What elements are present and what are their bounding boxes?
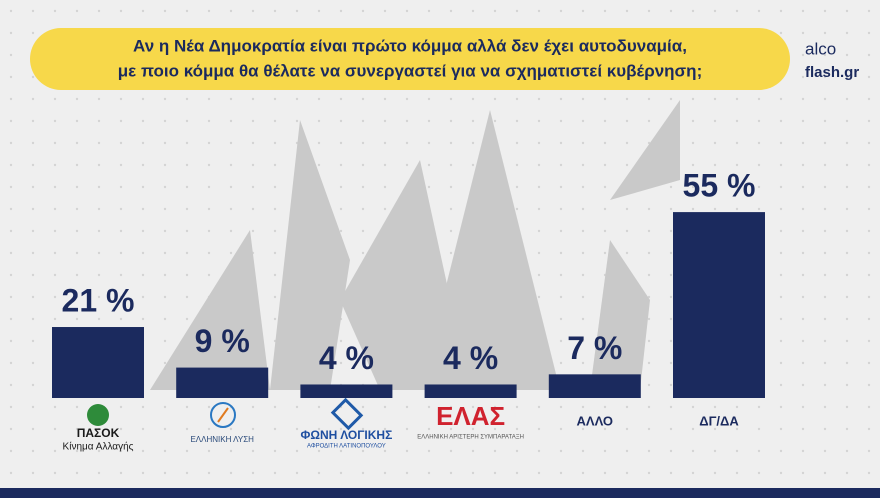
category-label: ΦΩΝΗ ΛΟΓΙΚΗΣ: [301, 428, 393, 442]
party-logos: [87, 397, 364, 431]
category-note: ΕΛΛΗΝΙΚΗ ΑΡΙΣΤΕΡΗ ΣΥΜΠΑΡΑΤΑΞΗ: [417, 435, 524, 441]
category-note: ΑΦΡΟΔΙΤΗ ΛΑΤΙΝΟΠΟΥΛΟΥ: [307, 444, 386, 450]
source-logo: flash.gr: [805, 64, 859, 81]
source-logo: alco: [805, 39, 836, 58]
chart-title: με ποιο κόμμα θα θέλατε να συνεργαστεί γ…: [118, 61, 702, 80]
logo-icon: [217, 407, 229, 423]
bar: [424, 384, 517, 398]
value-label: 7 %: [567, 330, 622, 366]
watermark: [150, 100, 680, 390]
value-label: 4 %: [443, 340, 498, 376]
category-label: ΔΓ/ΔΑ: [699, 413, 739, 428]
category-label: ΠΑΣΟΚ: [77, 426, 120, 440]
category-label: ΑΛΛΟ: [577, 413, 614, 428]
bar: [548, 374, 641, 398]
logo-icon: [87, 404, 109, 426]
bar: [52, 327, 144, 398]
value-label: 9 %: [195, 323, 250, 359]
bar: [673, 212, 765, 398]
value-label: 4 %: [319, 340, 374, 376]
chart-title: Αν η Νέα Δημοκρατία είναι πρώτο κόμμα αλ…: [133, 36, 687, 55]
category-note: Κίνημα Αλλαγής: [63, 441, 134, 453]
value-label: 55 %: [683, 168, 756, 204]
bar: [176, 367, 269, 398]
title-banner: [30, 28, 790, 90]
bar: [300, 384, 393, 398]
logo-icon: [210, 402, 236, 428]
footer-strip: [0, 488, 880, 498]
value-label: 21 %: [62, 282, 135, 318]
category-label: ΕΛΛΗΝΙΚΗ ΛΥΣΗ: [190, 435, 254, 444]
logo-icon: [330, 397, 364, 431]
category-label: ΕΛΑΣ: [436, 401, 505, 431]
